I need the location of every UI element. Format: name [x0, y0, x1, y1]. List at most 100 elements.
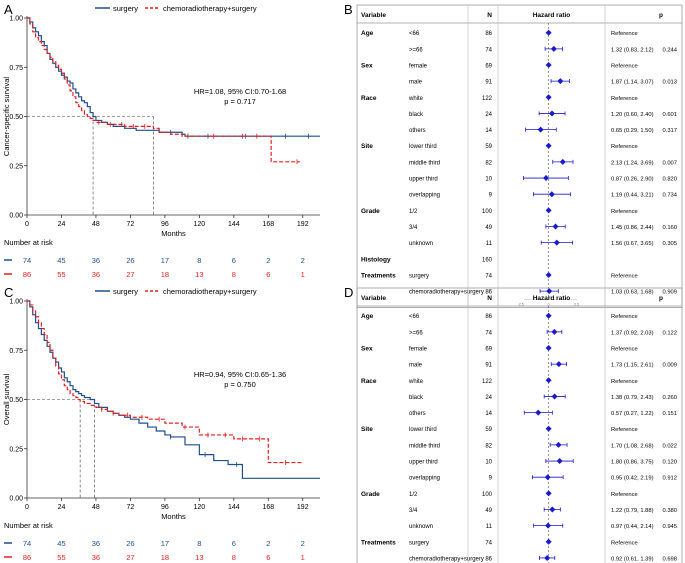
row-group: Site	[361, 426, 373, 433]
row-level: male	[409, 80, 423, 86]
row-p: 0.160	[662, 225, 677, 231]
row-n: 74	[485, 47, 492, 53]
row-p: 0.734	[662, 193, 677, 199]
row-group: Age	[361, 30, 374, 37]
x-tick-label: 144	[228, 221, 240, 228]
header-variable: Variable	[361, 12, 386, 19]
risk-count: 55	[57, 270, 65, 279]
risk-count: 2	[301, 539, 305, 548]
x-tick-label: 72	[127, 221, 135, 228]
x-tick-label: 120	[194, 504, 206, 511]
row-hr-text: 0.95 (0.42, 2.19)	[611, 476, 654, 482]
row-n: 59	[485, 427, 492, 433]
risk-count: 18	[161, 270, 169, 279]
row-n: 11	[486, 524, 493, 530]
risk-count: 13	[195, 553, 203, 562]
point-estimate	[545, 312, 552, 319]
row-hr-text: Reference	[611, 492, 638, 498]
row-group: Sex	[361, 345, 373, 352]
survival-curve-combo	[27, 17, 300, 163]
row-n: 86	[485, 290, 492, 296]
row-hr-text: Reference	[611, 144, 638, 150]
point-estimate	[555, 361, 562, 368]
risk-count: 2	[301, 256, 305, 265]
row-group: Sex	[361, 62, 373, 69]
row-n: 14	[485, 411, 492, 417]
row-p: 0.007	[662, 160, 677, 166]
row-level: male	[409, 363, 423, 369]
risk-count: 6	[232, 539, 236, 548]
risk-count: 45	[57, 256, 65, 265]
row-hr-text: Reference	[611, 63, 638, 69]
row-hr-text: 1.56 (0.67, 3.65)	[611, 241, 654, 247]
point-estimate	[548, 110, 555, 117]
row-level: surgery	[409, 540, 429, 546]
row-hr-text: Reference	[611, 31, 638, 37]
row-level: lower third	[409, 427, 437, 433]
point-estimate	[557, 78, 564, 85]
point-estimate	[535, 409, 542, 416]
row-group: Age	[361, 313, 374, 320]
header-n: N	[487, 12, 492, 19]
point-estimate	[545, 29, 552, 36]
risk-count: 36	[92, 539, 100, 548]
row-hr-text: Reference	[611, 540, 638, 546]
risk-count: 17	[161, 256, 169, 265]
row-hr-text: 1.87 (1.14, 3.07)	[611, 80, 654, 86]
risk-count: 8	[232, 270, 236, 279]
point-estimate	[545, 94, 552, 101]
row-level: 1/2	[409, 209, 418, 215]
row-hr-text: 1.22 (0.79, 1.88)	[611, 508, 654, 514]
point-estimate	[545, 271, 552, 278]
row-hr-text: Reference	[611, 273, 638, 279]
row-p: 0.122	[662, 330, 677, 336]
header-hazard-ratio: Hazard ratio	[533, 295, 571, 302]
row-hr-text: 0.92 (0.61, 1.39)	[611, 556, 654, 562]
hr-annotation: HR=0.94, 95% CI:0.65-1.36	[194, 370, 286, 379]
row-n: 74	[485, 330, 492, 336]
row-p: 0.698	[662, 556, 677, 562]
row-level: <66	[409, 314, 420, 320]
risk-count: 2	[266, 256, 270, 265]
row-level: white	[408, 379, 424, 385]
row-p: 0.013	[662, 80, 677, 86]
point-estimate	[555, 441, 562, 448]
row-p: 0.820	[662, 177, 677, 183]
row-group: Race	[361, 378, 377, 385]
row-n: 24	[485, 395, 492, 401]
row-level: <66	[409, 31, 420, 37]
row-level: chemoradiotherapy+surgery	[409, 290, 484, 296]
risk-count: 27	[126, 553, 134, 562]
forest-tick-label: -2.5	[518, 303, 524, 307]
x-tick-label: 48	[92, 221, 100, 228]
row-hr-text: Reference	[611, 379, 638, 385]
row-n: 14	[485, 128, 492, 134]
point-estimate	[546, 288, 553, 295]
row-p: 0.601	[662, 112, 677, 118]
survival-curve-surgery	[27, 300, 320, 479]
row-group: Grade	[361, 491, 380, 498]
row-level: surgery	[409, 273, 429, 279]
row-n: 100	[482, 209, 493, 215]
row-hr-text: 1.45 (0.86, 2.44)	[611, 225, 654, 231]
row-p: 0.022	[662, 443, 677, 449]
row-level: overlapping	[409, 476, 440, 482]
header-variable: Variable	[361, 295, 386, 302]
row-n: 59	[485, 144, 492, 150]
risk-count: 6	[266, 553, 270, 562]
row-level: unknown	[409, 524, 433, 530]
row-n: 100	[482, 492, 493, 498]
point-estimate	[537, 126, 544, 133]
row-hr-text: 1.20 (0.60, 2.40)	[611, 112, 654, 118]
risk-count: 1	[301, 270, 305, 279]
risk-count: 74	[23, 539, 31, 548]
panel-label-a: A	[4, 2, 13, 17]
x-tick-label: 0	[25, 221, 29, 228]
row-level: white	[408, 96, 424, 102]
risk-count: 8	[232, 553, 236, 562]
row-n: 86	[485, 31, 492, 37]
risk-count: 45	[57, 539, 65, 548]
survival-curve-combo	[27, 300, 303, 464]
point-estimate	[544, 554, 551, 561]
